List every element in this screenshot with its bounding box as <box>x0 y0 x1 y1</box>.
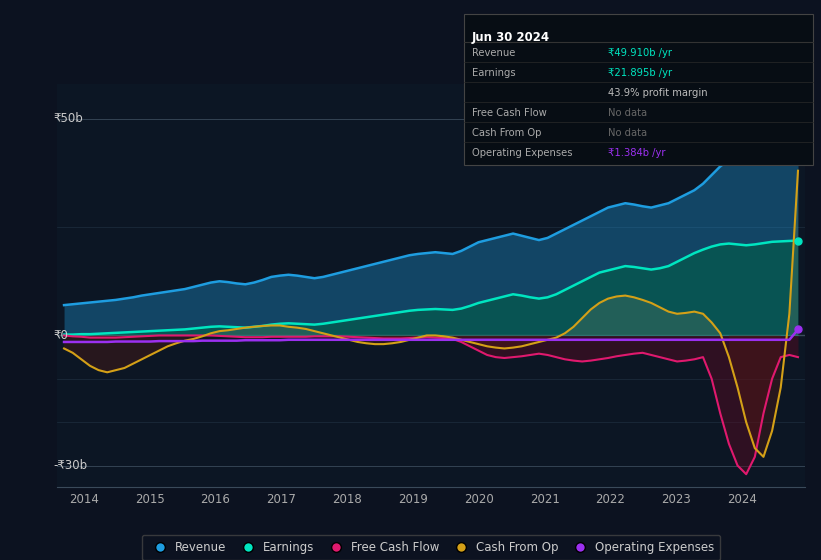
Text: Operating Expenses: Operating Expenses <box>472 148 572 158</box>
Text: 43.9% profit margin: 43.9% profit margin <box>608 88 707 98</box>
Text: No data: No data <box>608 128 647 138</box>
Text: Cash From Op: Cash From Op <box>472 128 542 138</box>
Point <box>791 115 805 124</box>
Legend: Revenue, Earnings, Free Cash Flow, Cash From Op, Operating Expenses: Revenue, Earnings, Free Cash Flow, Cash … <box>142 535 720 560</box>
Text: ₹1.384b /yr: ₹1.384b /yr <box>608 148 665 158</box>
Text: Earnings: Earnings <box>472 68 516 78</box>
Text: Revenue: Revenue <box>472 48 516 58</box>
Text: ₹49.910b /yr: ₹49.910b /yr <box>608 48 672 58</box>
Point <box>791 236 805 245</box>
Text: Free Cash Flow: Free Cash Flow <box>472 108 547 118</box>
Text: ₹21.895b /yr: ₹21.895b /yr <box>608 68 672 78</box>
Text: ₹0: ₹0 <box>53 329 69 342</box>
Text: No data: No data <box>608 108 647 118</box>
Text: -₹30b: -₹30b <box>53 459 88 472</box>
Text: Jun 30 2024: Jun 30 2024 <box>472 31 550 44</box>
Point <box>791 325 805 334</box>
Text: ₹50b: ₹50b <box>53 112 84 125</box>
